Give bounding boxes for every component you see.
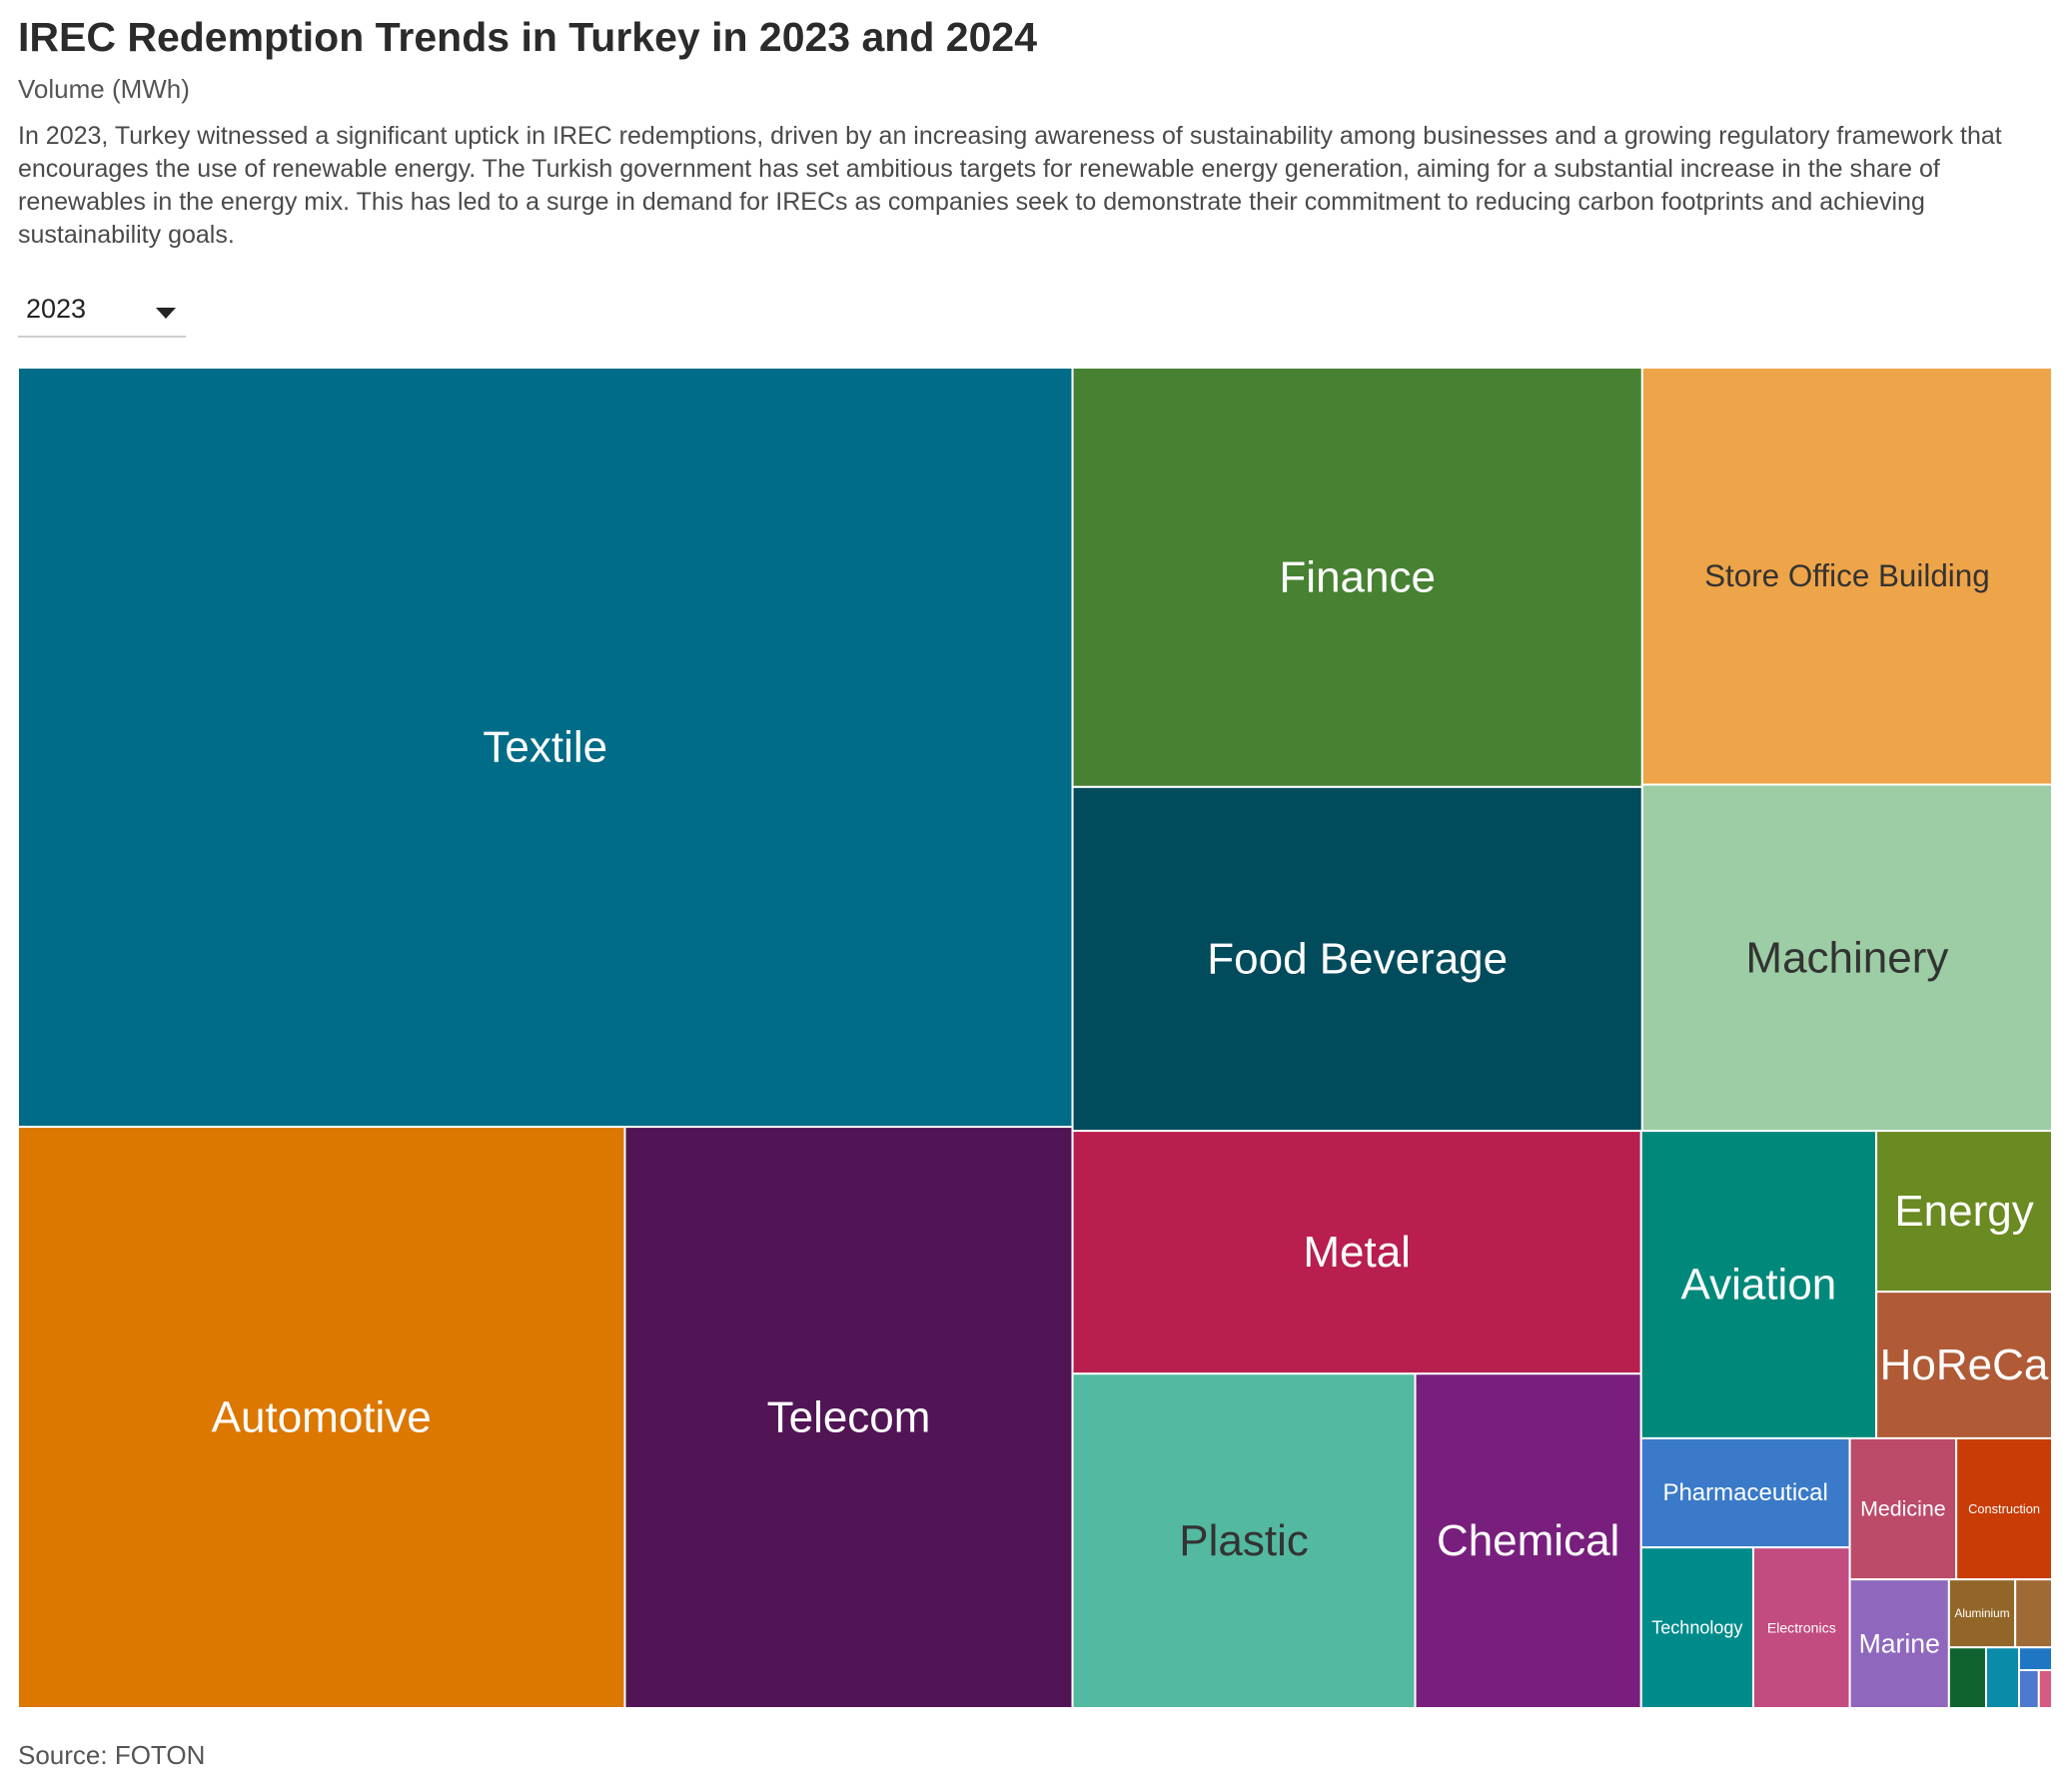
treemap-tile-energy[interactable] <box>1875 1130 2054 1294</box>
treemap-label-pharmaceutical: Pharmaceutical <box>1662 1479 1827 1506</box>
treemap-tile-technology[interactable] <box>1639 1546 1754 1710</box>
treemap-tile-automotive[interactable] <box>17 1126 626 1709</box>
treemap-label-technology: Technology <box>1651 1618 1742 1638</box>
treemap-tile-unlabeled[interactable] <box>1947 1646 1987 1710</box>
year-dropdown-value: 2023 <box>26 294 87 324</box>
treemap-tile-unlabeled[interactable] <box>2037 1669 2054 1709</box>
source-note: Source: FOTON <box>18 1740 206 1770</box>
treemap-label-energy: Energy <box>1894 1187 2033 1236</box>
treemap-tile-construction[interactable] <box>1955 1436 2054 1581</box>
treemap-label-medicine: Medicine <box>1860 1497 1946 1521</box>
treemap-label-telecom: Telecom <box>767 1393 931 1442</box>
treemap-label-aviation: Aviation <box>1681 1261 1837 1310</box>
treemap-tile-chemical[interactable] <box>1414 1372 1642 1709</box>
treemap-tile-food-beverage[interactable] <box>1071 785 1643 1133</box>
treemap-tile-metal[interactable] <box>1071 1130 1642 1375</box>
treemap-tile-unlabeled[interactable] <box>2017 1646 2053 1672</box>
treemap-label-automotive: Automotive <box>212 1393 432 1442</box>
treemap-label-store-office-building: Store Office Building <box>1704 558 1990 593</box>
chart-subtitle: Volume (MWh) <box>18 74 190 104</box>
treemap-label-machinery: Machinery <box>1745 933 1948 982</box>
treemap-label-chemical: Chemical <box>1437 1516 1619 1565</box>
treemap-tile-plastic[interactable] <box>1071 1372 1417 1709</box>
chart-title: IREC Redemption Trends in Turkey in 2023… <box>18 14 1037 60</box>
treemap-tile-machinery[interactable] <box>1640 783 2053 1133</box>
treemap-label-electronics: Electronics <box>1767 1620 1836 1636</box>
chart-description: In 2023, Turkey witnessed a significant … <box>18 122 2002 249</box>
treemap-tile-telecom[interactable] <box>623 1126 1074 1709</box>
treemap-tile-unlabeled[interactable] <box>2017 1669 2040 1709</box>
treemap-tile-medicine[interactable] <box>1848 1436 1958 1581</box>
treemap-tile-aviation[interactable] <box>1639 1130 1878 1439</box>
chevron-down-icon <box>156 308 176 319</box>
treemap-tile-store-office-building[interactable] <box>1640 367 2053 786</box>
treemap-tile-textile[interactable] <box>17 367 1074 1129</box>
treemap-label-aluminium: Aluminium <box>1954 1606 2009 1620</box>
treemap-tile-pharmaceutical[interactable] <box>1639 1436 1851 1549</box>
treemap-label-horeca: HoReCa <box>1880 1341 2049 1389</box>
treemap-label-plastic: Plastic <box>1179 1516 1309 1565</box>
treemap-label-textile: Textile <box>483 723 607 772</box>
treemap-label-marine: Marine <box>1859 1629 1940 1659</box>
treemap-label-finance: Finance <box>1279 552 1436 601</box>
treemap-label-metal: Metal <box>1303 1228 1411 1277</box>
treemap-label-food-beverage: Food Beverage <box>1207 934 1508 983</box>
treemap-tile-unlabeled[interactable] <box>2014 1578 2054 1649</box>
year-dropdown[interactable]: 2023 <box>18 290 186 338</box>
treemap-tile-electronics[interactable] <box>1751 1546 1851 1710</box>
treemap-tile-horeca[interactable] <box>1875 1291 2054 1439</box>
treemap-label-construction: Construction <box>1968 1501 2040 1516</box>
treemap-tile-unlabeled[interactable] <box>1984 1646 2020 1710</box>
